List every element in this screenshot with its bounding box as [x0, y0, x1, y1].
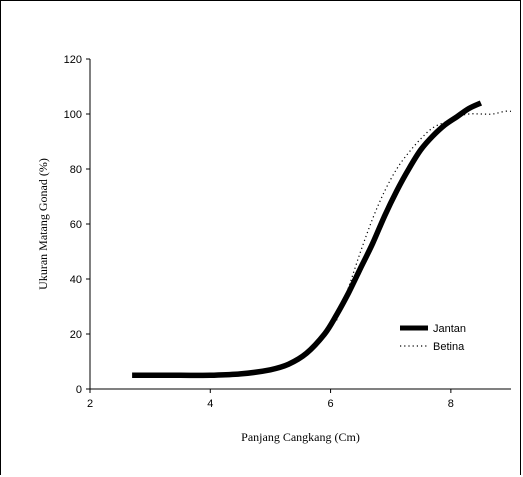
y-tick-label: 100 [64, 109, 82, 121]
x-axis-title: Panjang Cangkang (Cm) [241, 430, 360, 444]
y-tick-label: 80 [70, 164, 82, 176]
axes: 0 20 40 60 80 100 120 2 4 6 8 [64, 54, 511, 410]
y-tick-label: 0 [76, 384, 82, 396]
series-line-betina [336, 110, 512, 321]
y-tick-label: 40 [70, 274, 82, 286]
y-tick-label: 60 [70, 219, 82, 231]
y-tick-label: 20 [70, 329, 82, 341]
series-layer [132, 100, 512, 379]
x-tick-label: 4 [207, 398, 213, 410]
x-tick-label: 8 [448, 398, 454, 410]
x-tick-label: 2 [87, 398, 93, 410]
x-tick-label: 6 [328, 398, 334, 410]
legend-label-betina: Betina [433, 341, 465, 353]
y-axis-title: Ukuran Matang Gonad (%) [36, 158, 50, 290]
series-line-jantan [132, 100, 483, 379]
legend: Jantan Betina [400, 323, 466, 353]
legend-label-jantan: Jantan [433, 323, 466, 335]
y-tick-label: 120 [64, 54, 82, 66]
